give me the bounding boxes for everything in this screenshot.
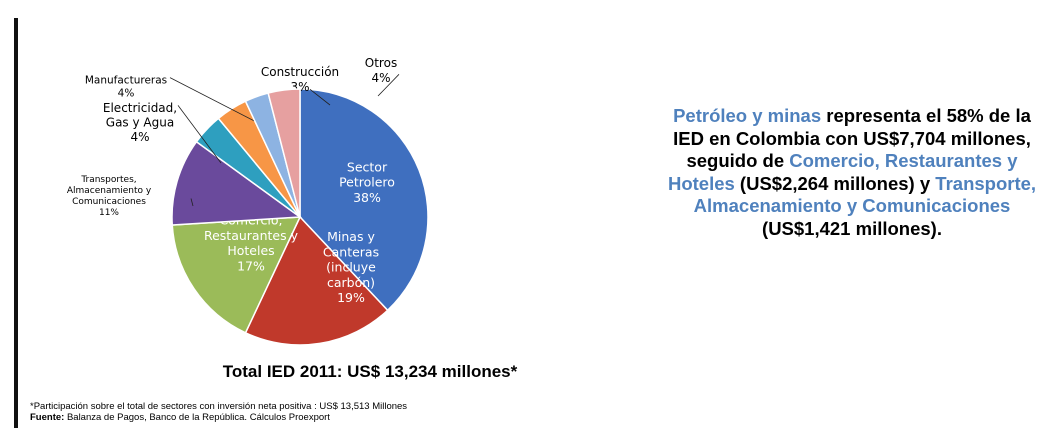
summary-highlight-transport: Transporte, Almacenamiento y Comunicacio…: [693, 172, 1037, 217]
slice-label: Hoteles: [227, 243, 274, 258]
slice-label: Almacenamiento y: [67, 186, 152, 196]
summary-text: Petróleo y minas representa el 58% de la…: [662, 105, 1042, 240]
summary-highlight-oil: Petróleo y minas: [673, 105, 822, 126]
slice-label: Manufactureras: [85, 75, 167, 87]
pie-slice: [299, 88, 429, 312]
slice-label: Petrolero: [339, 175, 395, 190]
slice-label: Transportes,: [80, 175, 136, 185]
slice-label: Electricidad,: [103, 101, 177, 115]
slice-label: 4%: [130, 130, 149, 144]
slice-label: 11%: [99, 208, 119, 218]
pie-slice: [171, 140, 303, 226]
leader-line: [177, 105, 222, 164]
chart-total-caption: Total IED 2011: US$ 13,234 millones*: [222, 362, 518, 381]
slice-label: (incluye: [326, 260, 376, 275]
leader-line: [190, 198, 194, 207]
slice-label: Restaurantes y: [204, 228, 299, 243]
slice-label: Otros: [365, 56, 397, 70]
footnote: *Participación sobre el total de sectore…: [30, 401, 407, 423]
slice-label: Gas y Agua: [106, 116, 174, 130]
slice-label: 4%: [118, 87, 135, 99]
pie-slice: [171, 216, 302, 334]
slice-label: Construcción: [261, 65, 339, 79]
source-text: Balanza de Pagos, Banco de la República.…: [66, 412, 330, 423]
slice-label: 17%: [237, 258, 265, 273]
slice-label: Canteras: [323, 244, 379, 259]
slice-label: 38%: [353, 190, 381, 205]
slice-label: 19%: [337, 290, 365, 305]
slice-label: Minas y: [327, 229, 375, 244]
slice-label: 4%: [371, 71, 390, 85]
leader-line: [309, 89, 331, 106]
summary-text-3: (US$1,421 millones).: [762, 217, 942, 239]
footnote-participation: *Participación sobre el total de sectore…: [30, 401, 408, 412]
pie-slice: [244, 215, 389, 346]
leader-line: [377, 74, 400, 97]
footnote-source: Fuente: Balanza de Pagos, Banco de la Re…: [30, 412, 407, 423]
slice-label: Comunicaciones: [72, 197, 146, 207]
slice-label: carbón): [327, 275, 375, 290]
summary-text-2: (US$2,264 millones) y: [739, 172, 931, 194]
slice-label: Sector: [347, 159, 388, 174]
summary-text-1: representa el 58% de la IED en Colombia …: [673, 105, 1031, 171]
leader-line: [169, 77, 267, 128]
pie-slice: [267, 88, 301, 218]
source-label: Fuente:: [30, 412, 65, 423]
left-border-rule: [14, 18, 18, 428]
summary-highlight-commerce: Comercio, Restaurantes y Hoteles: [667, 150, 1018, 194]
